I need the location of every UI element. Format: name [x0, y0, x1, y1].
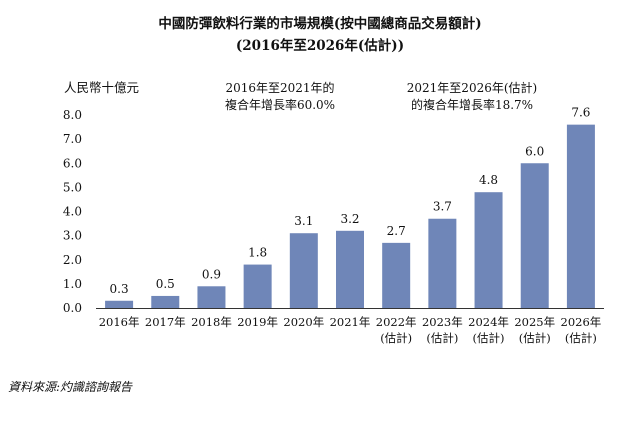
data-label: 0.9	[202, 267, 221, 281]
y-tick-label: 0.0	[63, 301, 82, 315]
bar	[105, 300, 134, 308]
data-label: 6.0	[525, 144, 544, 158]
y-tick-label: 7.0	[63, 132, 82, 146]
bar	[243, 264, 272, 308]
x-tick-label: (估計)	[380, 331, 412, 345]
x-tick-label: (估計)	[565, 331, 597, 345]
bar	[289, 233, 318, 308]
y-tick-label: 5.0	[63, 180, 82, 194]
bar	[566, 124, 595, 309]
bar	[336, 230, 364, 308]
data-label: 3.7	[433, 200, 452, 214]
source-note: 資料來源:灼識諮詢報告	[8, 380, 133, 394]
bar	[428, 218, 457, 308]
y-tick-label: 4.0	[63, 205, 82, 219]
cagr-annotation-1-line-1: 2016年至2021年的	[225, 80, 334, 95]
x-tick-label: 2026年	[561, 315, 602, 329]
data-label: 1.8	[248, 246, 267, 260]
y-tick-label: 3.0	[63, 229, 82, 243]
x-tick-label: (估計)	[426, 331, 458, 345]
y-tick-label: 8.0	[63, 108, 82, 122]
chart-title: 中國防彈飲料行業的市場規模(按中國總商品交易額計)	[158, 15, 481, 32]
data-label: 4.8	[479, 173, 498, 187]
data-label: 2.7	[387, 224, 406, 238]
data-label: 3.2	[340, 212, 359, 226]
cagr-annotation-2-line-1: 2021年至2026年(估計)	[407, 80, 537, 95]
data-label: 0.3	[110, 282, 129, 296]
y-tick-label: 6.0	[63, 156, 82, 170]
y-tick-label: 1.0	[63, 277, 82, 291]
bar-series	[105, 124, 595, 309]
x-tick-label: 2020年	[283, 315, 324, 329]
y-axis-label: 人民幣十億元	[64, 80, 139, 95]
data-label: 7.6	[571, 106, 590, 120]
data-label: 3.1	[294, 214, 313, 228]
x-tick-label: 2016年	[99, 315, 140, 329]
bar	[520, 163, 549, 308]
y-tick-label: 2.0	[63, 253, 82, 267]
x-axis-ticks: 2016年 2017年 2018年 2019年 2020年 2021年 2022年 (估計) 2…	[99, 315, 602, 345]
data-label: 0.5	[156, 277, 175, 291]
bar	[151, 295, 180, 308]
x-tick-label: (估計)	[519, 331, 551, 345]
x-tick-label: 2025年	[514, 315, 555, 329]
value-labels: 0.3 0.5 0.9 1.8 3.1 3.2 2.7 3.7 4.8 6.0 7.6	[110, 106, 591, 296]
bar	[474, 192, 503, 308]
x-tick-label: 2017年	[145, 315, 186, 329]
cagr-annotation-2-line-2: 的複合年增長率18.7%	[411, 97, 533, 112]
y-axis-ticks: 0.0 1.0 2.0 3.0 4.0 5.0 6.0 7.0 8.0	[63, 108, 82, 315]
bar	[382, 242, 411, 308]
x-tick-label: 2024年	[468, 315, 509, 329]
cagr-annotation-1-line-2: 複合年增長率60.0%	[225, 97, 335, 112]
x-tick-label: 2023年	[422, 315, 463, 329]
x-tick-label: 2021年	[330, 315, 371, 329]
x-tick-label: (估計)	[473, 331, 505, 345]
chart-subtitle: (2016年至2026年(估計))	[236, 37, 404, 54]
bar	[197, 286, 226, 308]
x-tick-label: 2022年	[376, 315, 417, 329]
x-tick-label: 2018年	[191, 315, 232, 329]
x-tick-label: 2019年	[237, 315, 278, 329]
